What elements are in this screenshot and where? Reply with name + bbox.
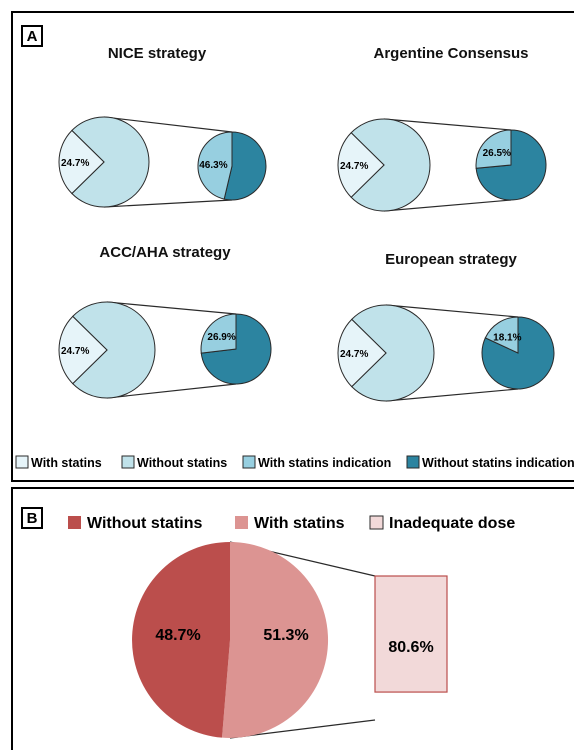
pie-slice-without-statins-4 [351,304,435,402]
pie-b-slice-with-statins [222,542,329,738]
pie-title-2: Argentine Consensus [373,45,528,62]
connector-line-bottom-3 [106,383,237,399]
connector-line-top-4 [385,304,519,318]
pie-title-1: NICE strategy [108,45,207,62]
pie-slice-without-statins-1 [71,116,150,208]
detail-label-with-indication-2: 26.5% [483,148,511,159]
connector-line-bottom-4 [385,388,519,402]
connector-line-bottom-2 [383,199,512,212]
detail-slice-with-indication-4 [484,316,519,354]
pie-label-with-statins-2: 24.7% [340,161,368,172]
pie-slice-with-statins-4 [337,318,387,388]
legend-b-swatch-2 [235,516,248,529]
pie-label-with-statins-1: 24.7% [61,158,89,169]
detail-slice-without-indication-1 [223,131,267,201]
pie-title-4: European strategy [385,251,517,268]
detail-slice-with-indication-1 [197,131,233,200]
legend-a-label-1: With statins [31,456,102,470]
connector-line-bottom-1 [103,199,233,208]
pie-slice-with-statins-1 [58,129,105,195]
pie-b-label-with-statins: 51.3% [263,627,308,644]
legend-a-label-2: Without statins [137,456,227,470]
pie-slice-without-statins-2 [350,118,431,212]
panel-a-tag: A [21,25,43,47]
connector-line-top-2 [383,118,512,131]
detail-bar-inadequate-dose [374,575,448,693]
pie-slice-with-statins-2 [337,132,385,198]
pie-b-label-without-statins: 48.7% [155,627,200,644]
detail-label-with-indication-4: 18.1% [493,332,521,343]
pie-b-slice-without-statins [132,542,230,738]
detail-slice-with-indication-3 [200,313,237,354]
panel-a: A [11,11,574,482]
pie-title-3: ACC/AHA strategy [99,244,231,261]
legend-b-label-1: Without statins [87,515,203,532]
detail-bar-label-inadequate-dose: 80.6% [388,639,433,656]
legend-a-label-4: Without statins indication [422,456,574,470]
pie-slice-without-statins-3 [72,301,156,399]
pie-slice-with-statins-3 [58,315,108,385]
connector-line-top-3 [106,301,237,315]
connector-line-top-1 [103,116,233,133]
detail-slice-with-indication-2 [475,129,512,169]
legend-a-swatch-2 [121,455,135,469]
legend-b-label-2: With statins [254,515,345,532]
legend-b-swatch-1 [68,516,81,529]
connector-line-b-bottom [229,719,376,739]
pie-label-with-statins-4: 24.7% [340,349,368,360]
legend-b-swatch-3 [369,515,384,530]
legend-a-swatch-3 [242,455,256,469]
detail-label-with-indication-1: 46.3% [199,160,227,171]
legend-a-swatch-4 [406,455,420,469]
legend-a-label-3: With statins indication [258,456,391,470]
detail-label-with-indication-3: 26.9% [207,332,235,343]
panel-b-tag: B [21,507,43,529]
legend-a-swatch-1 [15,455,29,469]
pie-label-with-statins-3: 24.7% [61,346,89,357]
legend-b-label-3: Inadequate dose [389,515,515,532]
